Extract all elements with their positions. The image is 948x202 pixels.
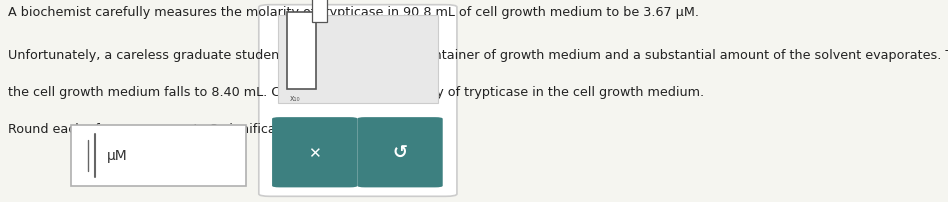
Text: A biochemist carefully measures the molarity of trypticase in 90.8 mL of cell gr: A biochemist carefully measures the mola… [8, 6, 699, 19]
FancyBboxPatch shape [287, 13, 316, 90]
Text: Unfortunately, a careless graduate student forgets to cover the container of gro: Unfortunately, a careless graduate stude… [8, 48, 948, 61]
Text: Round each of your answers to 3 significant digits.: Round each of your answers to 3 signific… [8, 122, 332, 135]
Text: μM: μM [107, 149, 128, 162]
FancyBboxPatch shape [259, 6, 457, 196]
FancyBboxPatch shape [357, 118, 443, 187]
Text: ✕: ✕ [308, 145, 321, 160]
Text: the cell growth medium falls to 8.40 mL. Calculate the new molarity of trypticas: the cell growth medium falls to 8.40 mL.… [8, 86, 703, 99]
FancyBboxPatch shape [272, 118, 357, 187]
Text: ↺: ↺ [392, 144, 408, 161]
FancyBboxPatch shape [71, 125, 246, 186]
FancyBboxPatch shape [278, 16, 438, 103]
FancyBboxPatch shape [312, 0, 327, 23]
Text: x₁₀: x₁₀ [290, 94, 301, 103]
